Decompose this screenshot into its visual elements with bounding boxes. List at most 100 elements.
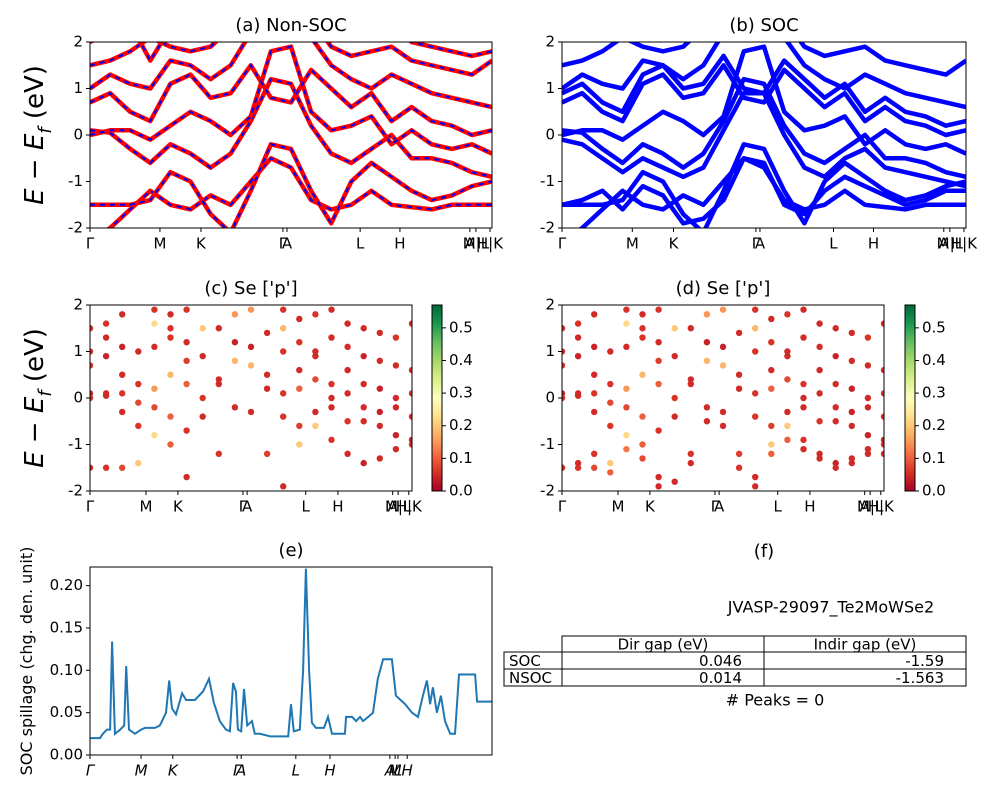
projection-point	[562, 464, 566, 471]
projection-point	[639, 371, 646, 378]
projection-point	[768, 339, 775, 346]
projection-point	[591, 464, 598, 471]
table-cell: -1.59	[905, 652, 944, 670]
projection-point	[687, 376, 694, 383]
projection-point	[880, 413, 884, 420]
projection-point	[151, 306, 158, 313]
projection-point	[880, 366, 884, 374]
projection-point	[719, 306, 727, 313]
panel-title: (d) Se ['p']	[676, 278, 771, 299]
projection-point	[864, 334, 872, 341]
projection-point	[151, 385, 158, 392]
projection-point	[360, 325, 367, 332]
projection-point	[848, 329, 855, 337]
projection-point	[102, 334, 110, 341]
band-line	[90, 63, 492, 138]
projection-point	[752, 325, 759, 332]
projection-point	[90, 362, 94, 369]
projection-point	[816, 418, 823, 425]
projection-point	[639, 413, 646, 420]
projection-point	[344, 418, 351, 425]
x-tick-label: H	[394, 235, 405, 253]
projection-point	[816, 320, 823, 327]
projection-point	[607, 380, 614, 388]
x-tick-label: Γ	[279, 235, 288, 253]
projection-point	[167, 413, 174, 420]
projection-point	[655, 427, 662, 434]
projection-point	[263, 385, 271, 392]
projection-point	[591, 343, 598, 351]
projection-point	[639, 311, 646, 318]
projection-point	[328, 436, 335, 444]
y-axis-label: E − Ef (eV)	[20, 328, 56, 468]
projection-point	[655, 339, 662, 346]
x-tick-label: M	[140, 498, 153, 516]
projection-point	[392, 394, 400, 402]
projection-point	[167, 371, 174, 378]
projection-point	[719, 408, 727, 416]
y-tick-label: 1	[73, 79, 83, 97]
table-row-label: NSOC	[509, 669, 552, 687]
projection-point	[296, 315, 303, 323]
projection-point	[151, 432, 158, 439]
projection-point	[360, 404, 367, 411]
projection-point	[591, 371, 598, 378]
x-tick-label: L	[302, 498, 311, 516]
projection-point	[199, 413, 206, 420]
projection-point	[231, 404, 239, 411]
projection-point	[562, 348, 566, 355]
projection-point	[247, 362, 255, 369]
spillage-line	[90, 568, 492, 740]
y-axis-label-part: (eV)	[20, 65, 50, 127]
colorbar-tick-label: 0.1	[922, 449, 946, 467]
projection-point	[312, 348, 319, 355]
projection-point	[800, 445, 807, 453]
y-tick-label: -1	[68, 435, 83, 453]
projection-point	[784, 436, 791, 444]
x-tick-label: H|K	[396, 498, 423, 516]
projection-point	[655, 483, 662, 490]
projection-point	[183, 473, 190, 481]
projection-point	[784, 311, 791, 318]
projection-point	[328, 306, 335, 313]
projection-point	[392, 404, 400, 411]
projection-point	[800, 394, 807, 402]
projection-point	[768, 385, 775, 392]
x-tick-label: A	[282, 235, 293, 253]
colorbar-tick-label: 0.1	[449, 449, 473, 467]
projection-point	[376, 385, 383, 392]
projection-point	[816, 343, 823, 351]
colorbar	[431, 304, 443, 492]
projection-point	[703, 339, 711, 346]
projection-point	[280, 390, 287, 397]
band-line	[562, 156, 966, 226]
plot-area	[562, 306, 884, 490]
x-tick-label: K	[669, 235, 680, 253]
x-tick-label: A	[755, 235, 766, 253]
y-tick-label: 0.15	[50, 618, 83, 636]
projection-point	[90, 464, 94, 471]
projection-point	[639, 455, 646, 462]
y-tick-label: 1	[73, 342, 83, 360]
projection-point	[408, 366, 412, 374]
projection-point	[312, 376, 319, 383]
projection-point	[848, 459, 855, 467]
projection-point	[752, 483, 759, 490]
x-tick-label: K	[173, 498, 184, 516]
projection-point	[800, 436, 807, 444]
projection-point	[167, 311, 174, 318]
projection-point	[655, 357, 662, 364]
projection-point	[623, 404, 630, 411]
x-tick-label: L	[774, 498, 783, 516]
projection-point	[135, 297, 141, 303]
y-tick-label: -1	[540, 172, 555, 190]
projection-point	[800, 380, 807, 388]
projection-point	[864, 432, 872, 439]
projection-point	[360, 352, 367, 360]
x-tick-label: H	[868, 235, 879, 253]
projection-point	[376, 455, 383, 462]
projection-point	[687, 380, 694, 388]
projection-point	[832, 418, 839, 425]
axes-frame	[561, 41, 967, 229]
projection-point	[392, 362, 400, 369]
